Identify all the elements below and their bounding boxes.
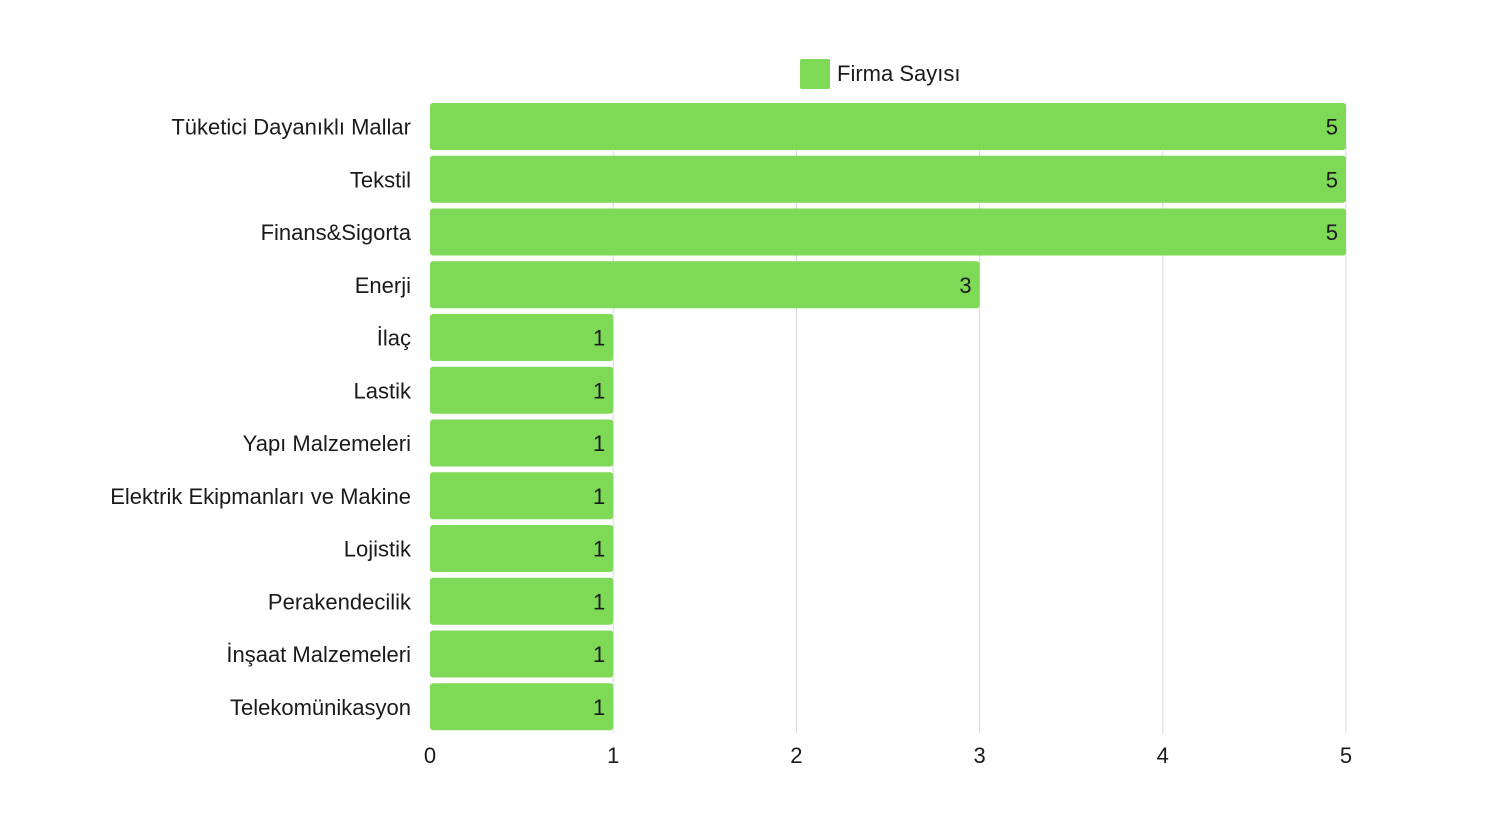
- bar[interactable]: [430, 314, 614, 361]
- category-label: Yapı Malzemeleri: [243, 431, 411, 456]
- category-label: İnşaat Malzemeleri: [226, 642, 411, 667]
- category-label: Finans&Sigorta: [261, 220, 412, 245]
- category-label: Tüketici Dayanıklı Mallar: [171, 115, 411, 140]
- data-label: 1: [593, 537, 605, 562]
- bar[interactable]: [430, 155, 1346, 203]
- data-label: 1: [593, 484, 605, 509]
- legend-label: Firma Sayısı: [837, 61, 960, 86]
- bar[interactable]: [430, 630, 614, 678]
- x-tick-label: 4: [1157, 743, 1169, 768]
- data-label: 1: [593, 326, 605, 351]
- category-label: Lastik: [354, 378, 412, 403]
- bar[interactable]: [430, 208, 1346, 256]
- data-label: 5: [1326, 220, 1338, 245]
- data-label: 1: [593, 695, 605, 720]
- legend[interactable]: Firma Sayısı: [800, 59, 960, 89]
- legend-swatch: [800, 59, 830, 89]
- bar[interactable]: [430, 525, 614, 572]
- category-label: Enerji: [355, 273, 411, 298]
- category-label: Elektrik Ekipmanları ve Makine: [110, 484, 411, 509]
- labels: 0 1 2 3 4 5 Tüketici Dayanıklı Mallar 5 Tekstil 5…: [110, 115, 1352, 769]
- data-label: 1: [593, 378, 605, 403]
- x-tick-label: 3: [973, 743, 985, 768]
- bars: [430, 103, 1346, 731]
- category-label: Lojistik: [344, 537, 412, 562]
- category-label: İlaç: [377, 326, 411, 351]
- category-label: Perakendecilik: [268, 589, 412, 614]
- category-label: Telekomünikasyon: [230, 695, 411, 720]
- data-label: 1: [593, 589, 605, 614]
- data-label: 1: [593, 642, 605, 667]
- bar[interactable]: [430, 261, 980, 309]
- bar[interactable]: [430, 472, 614, 520]
- data-label: 3: [959, 273, 971, 298]
- bar[interactable]: [430, 419, 614, 467]
- x-tick-label: 2: [790, 743, 802, 768]
- bar[interactable]: [430, 103, 1346, 150]
- bar[interactable]: [430, 366, 614, 414]
- grid-lines: [612, 103, 1347, 733]
- bar[interactable]: [430, 577, 614, 625]
- data-label: 5: [1326, 167, 1338, 192]
- data-label: 5: [1326, 115, 1338, 140]
- x-tick-label: 1: [607, 743, 619, 768]
- category-label: Tekstil: [350, 167, 411, 192]
- x-tick-label: 0: [424, 743, 436, 768]
- x-tick-label: 5: [1340, 743, 1352, 768]
- bar[interactable]: [430, 683, 614, 731]
- data-label: 1: [593, 431, 605, 456]
